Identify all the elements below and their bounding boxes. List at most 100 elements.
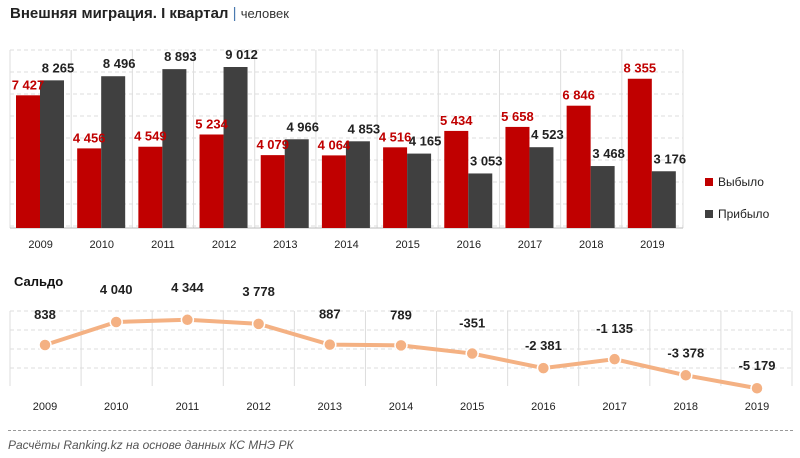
x-tick-label: 2009 xyxy=(33,401,57,413)
label-arrived-2009: 8 265 xyxy=(42,60,75,75)
label-arrived-2013: 4 966 xyxy=(286,119,319,134)
saldo-label: -1 135 xyxy=(596,321,633,336)
saldo-point-2015 xyxy=(465,346,479,361)
x-tick-label: 2017 xyxy=(518,239,542,251)
label-arrived-2014: 4 853 xyxy=(348,121,381,136)
bar-arrived-2018 xyxy=(590,166,615,228)
x-tick-label: 2013 xyxy=(318,401,342,413)
unit-label: человек xyxy=(240,6,289,21)
saldo-point-2010 xyxy=(109,315,123,329)
x-tick-label: 2019 xyxy=(640,239,664,251)
saldo-point-2017 xyxy=(607,352,622,366)
x-tick-label: 2012 xyxy=(246,401,270,413)
source-note: Расчёты Ranking.kz на основе данных КС М… xyxy=(8,438,294,452)
x-tick-label: 2015 xyxy=(460,401,484,413)
saldo-label: 3 778 xyxy=(242,284,275,299)
x-tick-label: 2014 xyxy=(334,239,358,251)
saldo-title: Сальдо xyxy=(14,274,64,289)
bar-arrived-2019 xyxy=(651,171,676,228)
bar-left-2014 xyxy=(321,155,346,228)
x-tick-label: 2017 xyxy=(602,401,626,413)
bar-arrived-2015 xyxy=(407,153,432,228)
bar-arrived-2016 xyxy=(468,173,493,228)
x-tick-label: 2014 xyxy=(389,401,413,413)
label-left-2015: 4 516 xyxy=(379,129,412,144)
bar-left-2012 xyxy=(199,134,224,228)
bar-arrived-2012 xyxy=(223,67,248,228)
saldo-label: 4 040 xyxy=(100,282,133,297)
label-left-2013: 4 079 xyxy=(256,137,289,152)
saldo-label: -2 381 xyxy=(525,338,562,353)
x-tick-label: 2009 xyxy=(28,239,52,251)
saldo-label: 838 xyxy=(34,307,56,322)
label-arrived-2010: 8 496 xyxy=(103,56,136,71)
label-arrived-2017: 4 523 xyxy=(531,127,564,142)
bar-left-2009 xyxy=(16,95,40,228)
chart-title: Внешняя миграция. I квартал | человек xyxy=(10,5,289,22)
saldo-point-2009 xyxy=(38,338,52,352)
bar-left-2016 xyxy=(444,130,469,228)
saldo-point-2019 xyxy=(750,381,764,395)
saldo-label: -5 179 xyxy=(739,358,776,373)
label-left-2009: 7 427 xyxy=(12,77,45,92)
x-tick-label: 2016 xyxy=(457,239,481,251)
label-left-2018: 6 846 xyxy=(562,88,595,103)
x-tick-label: 2018 xyxy=(674,401,698,413)
x-tick-label: 2015 xyxy=(395,239,419,251)
legend-label: Выбыло xyxy=(718,175,764,189)
saldo-point-2011 xyxy=(180,313,195,327)
x-tick-label: 2016 xyxy=(531,401,555,413)
separator: | xyxy=(232,5,237,22)
bar-arrived-2013 xyxy=(284,139,309,228)
bar-left-2017 xyxy=(505,126,530,228)
label-arrived-2018: 3 468 xyxy=(592,146,625,161)
saldo-label: 789 xyxy=(390,307,412,322)
label-left-2011: 4 549 xyxy=(134,129,167,144)
saldo-point-2014 xyxy=(394,338,408,353)
label-arrived-2011: 8 893 xyxy=(164,49,197,64)
label-left-2012: 5 234 xyxy=(195,116,228,131)
bar-left-2018 xyxy=(566,105,591,228)
saldo-point-2018 xyxy=(679,368,693,383)
x-tick-label: 2011 xyxy=(176,401,200,413)
saldo-point-2012 xyxy=(251,317,266,331)
legend-label: Прибыло xyxy=(718,207,770,221)
x-tick-label: 2010 xyxy=(90,239,114,251)
label-arrived-2015: 4 165 xyxy=(409,134,442,149)
label-arrived-2012: 9 012 xyxy=(225,47,258,62)
saldo-point-2013 xyxy=(323,337,337,352)
label-left-2010: 4 456 xyxy=(73,130,106,145)
label-left-2016: 5 434 xyxy=(440,113,473,128)
title-text: Внешняя миграция. I квартал xyxy=(10,5,229,22)
x-tick-label: 2018 xyxy=(579,239,603,251)
legend-swatch-0 xyxy=(705,178,713,186)
label-left-2019: 8 355 xyxy=(624,61,657,76)
bar-arrived-2010 xyxy=(101,76,126,228)
bar-arrived-2009 xyxy=(40,80,64,228)
bar-arrived-2017 xyxy=(529,147,554,228)
saldo-point-2016 xyxy=(536,361,551,375)
bar-left-2013 xyxy=(260,155,285,228)
saldo-label: -351 xyxy=(459,316,485,331)
divider xyxy=(8,430,793,431)
x-tick-label: 2010 xyxy=(104,401,128,413)
label-arrived-2019: 3 176 xyxy=(654,151,687,166)
bar-left-2011 xyxy=(138,146,163,228)
saldo-label: 887 xyxy=(319,307,341,322)
bar-arrived-2011 xyxy=(162,69,187,228)
x-tick-label: 2011 xyxy=(151,239,175,251)
bar-left-2019 xyxy=(627,78,652,228)
saldo-label: -3 378 xyxy=(667,345,704,360)
legend-swatch-1 xyxy=(705,210,713,218)
x-tick-label: 2012 xyxy=(212,239,236,251)
label-left-2017: 5 658 xyxy=(501,109,534,124)
x-tick-label: 2013 xyxy=(273,239,297,251)
x-tick-label: 2019 xyxy=(745,401,769,413)
label-arrived-2016: 3 053 xyxy=(470,153,503,168)
bar-left-2010 xyxy=(77,148,102,228)
bar-arrived-2014 xyxy=(345,141,370,228)
saldo-label: 4 344 xyxy=(171,280,204,295)
label-left-2014: 4 064 xyxy=(318,137,351,152)
